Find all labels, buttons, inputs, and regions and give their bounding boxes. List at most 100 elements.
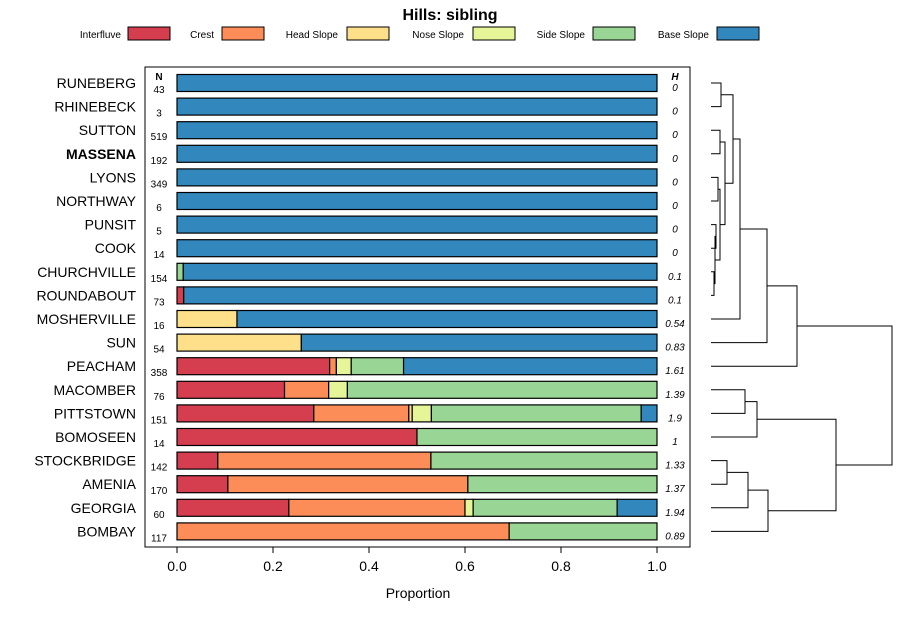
h-value: 0.1 (668, 272, 682, 283)
bar-row-punsit (176, 215, 658, 234)
bar-segment-base-slope (176, 97, 658, 116)
row-label: MACOMBER (54, 382, 136, 398)
h-value: 0.54 (665, 319, 685, 330)
bar-row-roundabout (176, 286, 658, 305)
row-label: NORTHWAY (56, 193, 137, 209)
n-value: 358 (151, 368, 168, 379)
bar-row-runeberg (176, 73, 658, 93)
dendrogram-link (720, 141, 726, 226)
row-label: RUNEBERG (57, 75, 136, 91)
bar-segment-base-slope (176, 121, 658, 140)
bar-row-sutton (176, 121, 658, 140)
bar-segment-interfluve (176, 380, 286, 399)
row-label: MASSENA (66, 146, 136, 162)
bar-segment-head-slope (176, 333, 302, 352)
x-tick-label: 0.8 (551, 558, 571, 574)
dendrogram-link (757, 418, 837, 512)
n-value: 3 (156, 109, 162, 120)
n-value: 14 (153, 250, 165, 261)
h-value: 0 (672, 154, 678, 165)
dendrogram-branch (711, 176, 719, 202)
row-labels: RUNEBERG RHINEBECK SUTTON MASSENA LYONS NORTH… (34, 75, 136, 539)
bar-segment-interfluve (176, 475, 229, 494)
bar-segment-nose-slope (411, 404, 433, 423)
bar-segment-interfluve (176, 286, 185, 305)
bar-segment-side-slope (472, 498, 618, 517)
dendrogram-branch (757, 418, 837, 512)
bar-segment-side-slope (467, 475, 658, 494)
row-label: GEORGIA (71, 500, 137, 516)
bar-row-bombay (176, 522, 658, 541)
h-value: 1.94 (665, 508, 685, 519)
dendrogram-link (721, 94, 734, 184)
bar-row-lyons (176, 168, 658, 187)
dendrogram-link (711, 389, 746, 414)
h-value: 0 (672, 130, 678, 141)
x-tick-label: 0.0 (167, 558, 187, 574)
x-tick-label: 1.0 (647, 558, 667, 574)
bar-segment-base-slope (176, 168, 658, 187)
n-value: 16 (153, 321, 165, 332)
bars (176, 73, 658, 541)
row-label: PITTSTOWN (54, 405, 136, 421)
row-label: PUNSIT (85, 217, 137, 233)
legend-swatch-4 (592, 26, 636, 41)
bar-segment-crest (283, 380, 330, 399)
h-value: 1 (672, 437, 678, 448)
dendrogram-branch (711, 129, 721, 155)
legend: Interfluve Crest Head Slope Nose Slope Side … (80, 26, 760, 41)
legend-label-4: Side Slope (537, 30, 586, 41)
bar-segment-crest (288, 498, 466, 517)
row-label: BOMOSEEN (55, 429, 136, 445)
row-label: AMENIA (82, 476, 136, 492)
h-value: 0.89 (665, 531, 685, 542)
bar-segment-base-slope (616, 498, 658, 517)
row-label: MOSHERVILLE (37, 311, 136, 327)
bar-segment-interfluve (176, 498, 290, 517)
dendrogram-link (711, 471, 749, 509)
n-value: 349 (151, 179, 168, 190)
dendrogram-link (711, 271, 715, 296)
row-label: SUN (106, 335, 136, 351)
bar-segment-base-slope (176, 144, 658, 163)
n-labels: 43 3 519 192 349 6 5 14 154 73 16 54 358 76 151 14 142 17… (151, 85, 168, 544)
panel-frame (144, 66, 691, 548)
bar-row-bomoseen (176, 427, 658, 447)
bar-row-pittstown (176, 404, 658, 423)
h-value: 0.1 (668, 295, 682, 306)
h-value: 0 (672, 225, 678, 236)
bar-row-amenia (176, 475, 658, 494)
h-value: 0 (672, 201, 678, 212)
n-column-header: N (155, 72, 162, 83)
dendrogram-branch (797, 325, 893, 466)
dendrogram-link (711, 460, 728, 485)
n-value: 154 (151, 274, 168, 285)
dendrogram-branch (721, 94, 734, 184)
n-value: 54 (153, 345, 165, 356)
row-label: RHINEBECK (54, 99, 136, 115)
bar-row-rhinebeck (176, 97, 658, 116)
n-value: 519 (151, 132, 168, 143)
legend-label-2: Head Slope (286, 30, 339, 41)
x-tick-label: 0.6 (455, 558, 475, 574)
bar-segment-side-slope (430, 404, 642, 423)
bar-segment-base-slope (640, 404, 658, 423)
bar-row-cook (176, 239, 658, 258)
bar-segment-base-slope (402, 357, 658, 376)
dendrogram (711, 82, 893, 532)
h-value: 1.61 (665, 366, 684, 377)
legend-label-5: Base Slope (658, 30, 710, 41)
legend-swatch-5 (716, 26, 760, 41)
bar-segment-base-slope (236, 309, 658, 329)
row-label: ROUNDABOUT (36, 287, 136, 303)
h-column-header: H (671, 72, 679, 83)
bar-segment-interfluve (176, 404, 315, 423)
n-value: 142 (151, 463, 168, 474)
bar-segment-base-slope (183, 286, 658, 305)
bar-segment-interfluve (176, 357, 331, 376)
bar-row-churchville (176, 262, 658, 281)
dendrogram-link (797, 325, 893, 466)
h-value: 1.37 (665, 484, 685, 495)
n-value: 5 (156, 227, 162, 238)
bar-segment-side-slope (176, 262, 184, 281)
